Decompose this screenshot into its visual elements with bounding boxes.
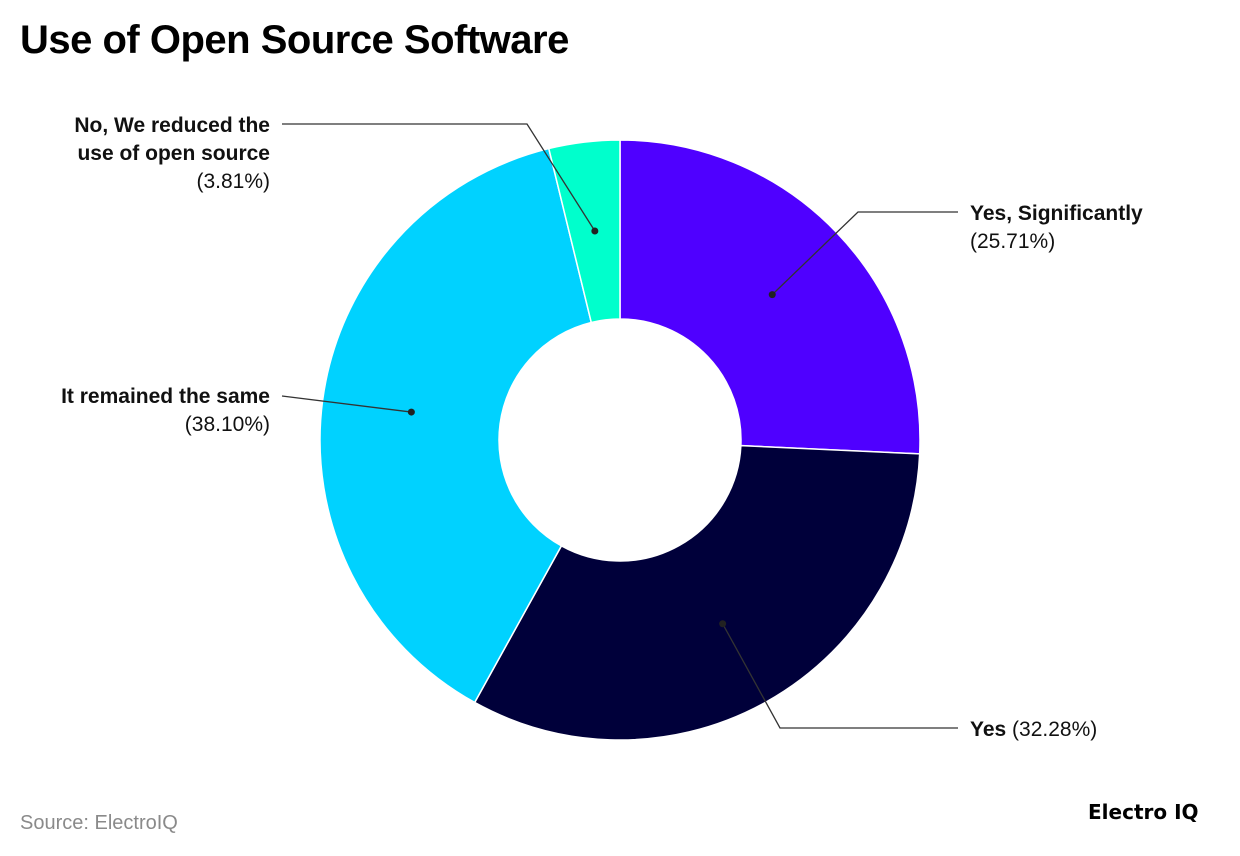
slice-label-value: (25.71%)	[970, 230, 1055, 253]
leader-dot	[407, 408, 415, 416]
slice-it-remained-the-same	[319, 147, 593, 704]
chart-title: Use of Open Source Software	[20, 18, 569, 62]
slice-label-value: (32.28%)	[1012, 718, 1097, 741]
leader-dot	[768, 291, 776, 299]
donut-slices	[319, 139, 921, 741]
slice-label-name: Yes, Significantly	[970, 202, 1143, 225]
slice-label-name: It remained the same	[61, 385, 270, 408]
slice-label-value: (38.10%)	[185, 413, 270, 436]
leader-line	[282, 123, 596, 232]
slice-label-name: Yes	[970, 718, 1012, 741]
leader-lines	[281, 123, 958, 729]
leader-line	[722, 623, 958, 729]
slice-label: Yes (32.28%)	[970, 718, 1097, 741]
leader-line	[281, 395, 412, 413]
source-note: Source: ElectroIQ	[20, 812, 178, 834]
slice-label-name: use of open source	[77, 142, 270, 165]
slice-labels: Yes, Significantly (25.71%) Yes (32.28%) It…	[61, 114, 1143, 741]
leader-line	[771, 211, 958, 296]
leader-dot	[591, 227, 599, 235]
brand-logo: Electro IQ	[1088, 800, 1199, 824]
slice-label-value: (3.81%)	[196, 170, 270, 193]
leader-dot	[719, 620, 727, 628]
slice-yes	[473, 444, 921, 741]
slice-label-name: No, We reduced the	[74, 114, 270, 137]
